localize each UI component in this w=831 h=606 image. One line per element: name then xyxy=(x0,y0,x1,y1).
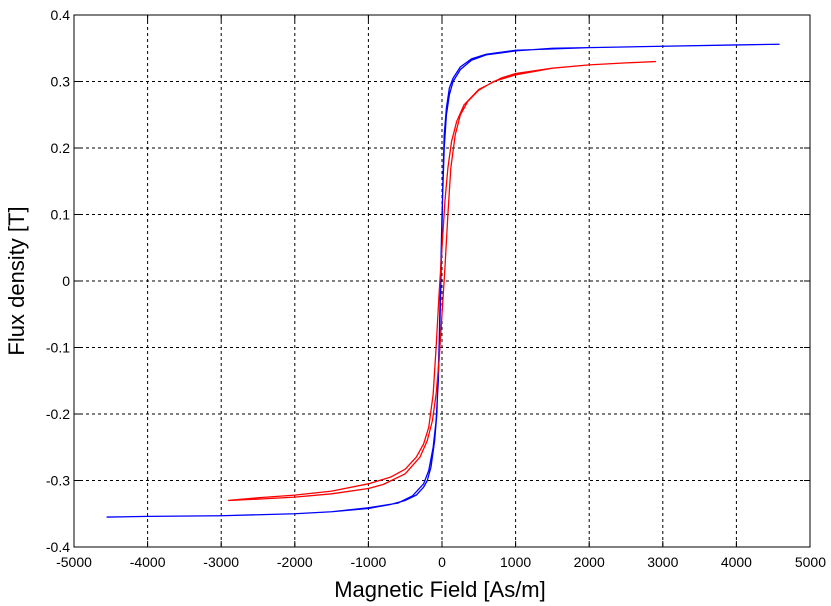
y-tick-label: 0.3 xyxy=(51,74,71,90)
x-tick-label: -1000 xyxy=(350,554,386,570)
y-tick-label: 0.1 xyxy=(51,207,71,223)
series-line-1 xyxy=(106,43,780,518)
x-tick-label: 4000 xyxy=(721,554,752,570)
x-tick-label: -3000 xyxy=(203,554,239,570)
data-series xyxy=(106,43,780,518)
x-axis-label: Magnetic Field [As/m] xyxy=(334,577,546,602)
x-tick-label: 2000 xyxy=(574,554,605,570)
x-tick-label: 0 xyxy=(438,554,446,570)
y-tick-label: 0.2 xyxy=(51,140,71,156)
x-tick-label: 3000 xyxy=(647,554,678,570)
x-tick-label: -5000 xyxy=(56,554,92,570)
tick-labels: -5000 -4000 -3000 -2000 -1000 0 1000 2000 3000 40… xyxy=(46,7,826,570)
x-tick-label: 1000 xyxy=(500,554,531,570)
y-tick-label: -0.2 xyxy=(46,406,70,422)
y-tick-label: -0.4 xyxy=(46,539,70,555)
y-axis-label: Flux density [T] xyxy=(4,206,29,355)
series-line-2 xyxy=(227,60,657,502)
y-tick-label: -0.1 xyxy=(46,340,70,356)
x-tick-label: -4000 xyxy=(130,554,166,570)
x-tick-label: -2000 xyxy=(277,554,313,570)
y-tick-label: 0 xyxy=(62,273,70,289)
y-tick-label: -0.3 xyxy=(46,473,70,489)
y-tick-label: 0.4 xyxy=(51,7,71,23)
grid-lines xyxy=(74,15,810,547)
axes xyxy=(73,14,811,548)
x-tick-label: 5000 xyxy=(795,554,826,570)
